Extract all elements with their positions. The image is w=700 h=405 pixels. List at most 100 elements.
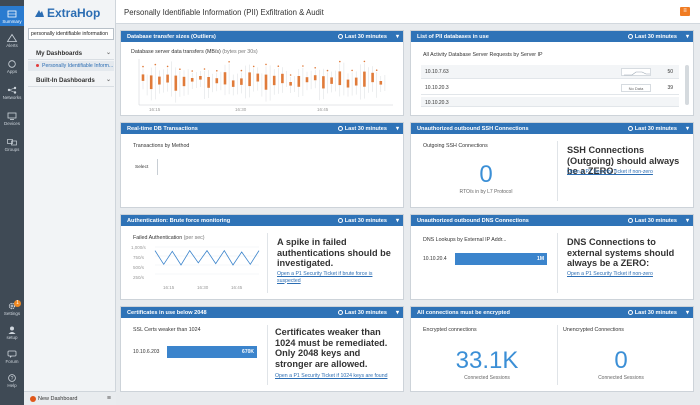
ssh-count: 0 [479, 161, 493, 188]
x-tick: 16:30 [197, 285, 209, 290]
outlier-point [351, 69, 353, 72]
x-tick: 16:15 [163, 285, 175, 290]
rail-label: Alerts [6, 43, 18, 48]
outlier-point [252, 65, 255, 68]
widget-auth: Authentication: Brute force monitoring L… [120, 214, 404, 300]
rail-groups[interactable]: Groups [0, 138, 24, 152]
divider [557, 141, 558, 201]
ssh-ticket-link[interactable]: Open a P1 Security Ticket if non-zero [567, 169, 653, 175]
rail-alerts[interactable]: Alerts [0, 33, 24, 48]
dashboard-search-input[interactable] [28, 28, 114, 40]
scrollbar[interactable] [685, 65, 689, 105]
rail-summary[interactable]: Summary [0, 6, 24, 26]
time-range-selector[interactable]: Last 30 minutes [337, 34, 387, 40]
box [363, 71, 366, 87]
axis-line [157, 159, 158, 175]
box [240, 78, 243, 85]
rail-devices[interactable]: Devices [0, 112, 24, 126]
ssh-message: SSH Connections (Outgoing) should always… [567, 145, 680, 176]
builtin-dashboards-label: Built-In Dashboards [36, 77, 95, 84]
rail-help[interactable]: ? Help [0, 374, 24, 388]
chevron-down-icon[interactable]: ▾ [395, 310, 399, 316]
chevron-down-icon[interactable]: ⌄ [105, 77, 111, 83]
dns-bar[interactable]: 1M [455, 253, 547, 265]
box [354, 77, 358, 86]
box [149, 75, 153, 90]
clock-icon [627, 34, 633, 39]
widget-encryption: All connections must be encrypted Last 3… [410, 306, 694, 392]
x-tick: 16:45 [231, 285, 243, 290]
clock-icon [627, 126, 633, 131]
table-row[interactable]: 10.10.20.3 [421, 97, 679, 107]
unencrypted-label: Unencrypted Connections [563, 327, 624, 333]
widget-title: All connections must be encrypted [417, 310, 510, 316]
dashboard-menu-button[interactable]: ≡ [680, 7, 690, 16]
time-range-selector[interactable]: Last 30 minutes [627, 126, 677, 132]
chevron-down-icon[interactable]: ▾ [685, 34, 689, 40]
chevron-down-icon[interactable]: ▾ [685, 126, 689, 132]
chevron-down-icon[interactable]: ▾ [395, 218, 399, 224]
rail-forum[interactable]: Forum [0, 350, 24, 364]
outlier-point [228, 61, 230, 63]
box [346, 79, 350, 88]
box [281, 73, 284, 84]
dns-ticket-link[interactable]: Open a P1 Security Ticket if non-zero [567, 271, 653, 277]
time-range-selector[interactable]: Last 30 minutes [627, 34, 677, 40]
x-tick: 16:15 [149, 107, 161, 112]
certs-ticket-link[interactable]: Open a P1 Security Ticket if 1024 keys a… [275, 373, 388, 379]
widget-pii-list: List of PII databases in use Last 30 min… [410, 30, 694, 116]
outlier-point [216, 70, 218, 72]
time-range-selector[interactable]: Last 30 minutes [337, 310, 387, 316]
clock-icon [627, 310, 633, 315]
certs-message: Certificates weaker than 1024 must be re… [275, 327, 388, 369]
select-label[interactable]: Select [135, 165, 149, 170]
new-dashboard-label: New Dashboard [38, 396, 78, 402]
time-range-selector[interactable]: Last 30 minutes [337, 126, 387, 132]
time-range-label: Last 30 minutes [634, 218, 677, 224]
widget-title: Unauthorized outbound DNS Connections [417, 218, 529, 224]
auth-ticket-link[interactable]: Open a P1 Security Ticket if brute force… [277, 271, 373, 284]
rail-label: setup [6, 335, 18, 340]
time-range-selector[interactable]: Last 30 minutes [627, 218, 677, 224]
dashboard-link-pii[interactable]: Personally Identifiable Inform... [28, 61, 114, 71]
rail-label: Help [7, 383, 17, 388]
widget-title: Certificates in use below 2048 [127, 310, 207, 316]
bar-label: 10.10.6.203 [133, 349, 160, 355]
box [272, 75, 276, 86]
rail-settings[interactable]: Settings 1 [0, 300, 24, 316]
time-range-selector[interactable]: Last 30 minutes [627, 310, 677, 316]
box [313, 75, 317, 81]
widget-title: Unauthorized outbound SSH Connections [417, 126, 529, 132]
rail-label: Networks [2, 95, 22, 100]
chevron-down-icon[interactable]: ⌄ [105, 50, 111, 56]
my-dashboards-header[interactable]: My Dashboards ⌄ [28, 46, 114, 60]
divider [267, 325, 268, 385]
rail-apps[interactable]: Apps [0, 60, 24, 74]
new-dashboard-button[interactable]: New Dashboard ≡ [24, 391, 116, 405]
table-row[interactable]: 10.10.20.3 No Data 39 [421, 81, 679, 95]
outlier-point [314, 67, 316, 69]
alerts-icon [6, 33, 18, 42]
certs-bar[interactable]: 670K [167, 346, 257, 358]
unencrypted-count: 0 [614, 347, 628, 374]
row-ip: 10.10.20.3 [425, 100, 449, 106]
builtin-dashboards-header[interactable]: Built-In Dashboards ⌄ [28, 73, 114, 87]
chevron-down-icon[interactable]: ▾ [685, 218, 689, 224]
rail-label: Devices [3, 121, 20, 126]
chevron-down-icon[interactable]: ▾ [395, 34, 399, 40]
chevron-down-icon[interactable]: ▾ [685, 310, 689, 316]
rail-setup[interactable]: setup [0, 326, 24, 340]
rail-networks[interactable]: Networks [0, 86, 24, 100]
box [305, 77, 309, 83]
widget-certs: Certificates in use below 2048 Last 30 m… [120, 306, 404, 392]
unencrypted-caption: Connected Sessions [598, 375, 644, 381]
dashboard-sidebar: ExtraHop My Dashboards ⌄ Personally Iden… [24, 0, 116, 405]
apps-icon [8, 60, 16, 68]
box [215, 78, 219, 84]
menu-icon[interactable]: ≡ [106, 395, 111, 402]
table-row[interactable]: 10.10.7.63 50 [421, 65, 679, 79]
time-range-selector[interactable]: Last 30 minutes [337, 218, 387, 224]
widget-header: Database transfer sizes (Outliers) Last … [121, 31, 403, 42]
chevron-down-icon[interactable]: ▾ [395, 126, 399, 132]
clock-icon [627, 218, 633, 223]
